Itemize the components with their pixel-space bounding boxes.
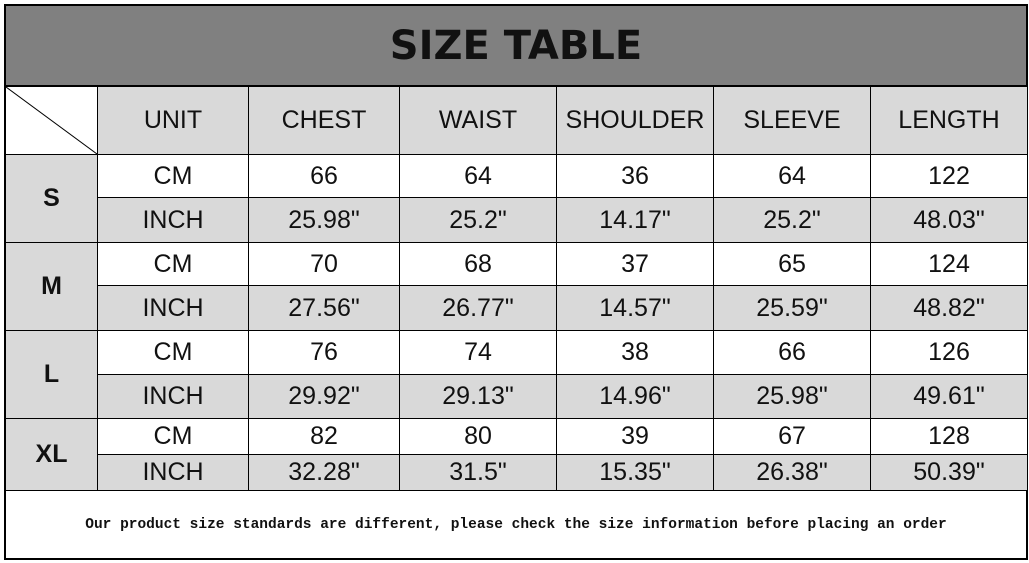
measurement-cell: 66 [248,154,400,198]
measurement-cell: 70 [248,242,400,286]
size-label: XL [5,418,98,491]
measurement-cell: 25.2" [399,197,557,243]
measurement-cell: 27.56" [248,285,400,331]
measurement-cell: 48.82" [870,285,1028,331]
table-row: INCH 29.92" 29.13" 14.96" 25.98" 49.61" [6,374,1028,419]
header-row: UNIT CHEST WAIST SHOULDER SLEEVE LENGTH [5,86,1028,155]
header-waist: WAIST [399,86,557,155]
unit-cell: INCH [97,454,249,491]
measurement-cell: 26.38" [713,454,871,491]
measurement-cell: 64 [399,154,557,198]
measurement-cell: 122 [870,154,1028,198]
measurement-cell: 80 [399,418,557,455]
measurement-cell: 36 [556,154,714,198]
measurement-cell: 128 [870,418,1028,455]
size-label: S [5,154,98,243]
header-length: LENGTH [870,86,1028,155]
corner-cell [5,86,98,155]
measurement-cell: 31.5" [399,454,557,491]
header-unit: UNIT [97,86,249,155]
measurement-cell: 26.77" [399,285,557,331]
header-sleeve: SLEEVE [713,86,871,155]
measurement-cell: 37 [556,242,714,286]
measurement-cell: 49.61" [870,374,1028,419]
measurement-cell: 25.2" [713,197,871,243]
measurement-cell: 50.39" [870,454,1028,491]
table-row: M CM 70 68 37 65 124 [5,242,1028,331]
size-table-frame: SIZE TABLE UNIT CHEST WAIST SHOULDER SLE… [4,4,1028,560]
table-row: INCH 32.28" 31.5" 15.35" 26.38" 50.39" [6,454,1028,491]
table-row: INCH 27.56" 26.77" 14.57" 25.59" 48.82" [6,285,1028,331]
unit-cell: CM [97,154,249,198]
unit-cell: INCH [97,374,249,419]
measurement-cell: 25.98" [248,197,400,243]
table-row: INCH 25.98" 25.2" 14.17" 25.2" 48.03" [6,197,1028,243]
size-label: M [5,242,98,331]
size-table: UNIT CHEST WAIST SHOULDER SLEEVE LENGTH … [5,86,1028,491]
measurement-cell: 64 [713,154,871,198]
unit-cell: CM [97,242,249,286]
measurement-cell: 14.17" [556,197,714,243]
measurement-cell: 32.28" [248,454,400,491]
measurement-cell: 66 [713,330,871,375]
measurement-cell: 29.13" [399,374,557,419]
measurement-cell: 25.98" [713,374,871,419]
measurement-cell: 15.35" [556,454,714,491]
measurement-cell: 126 [870,330,1028,375]
measurement-cell: 68 [399,242,557,286]
measurement-cell: 38 [556,330,714,375]
measurement-cell: 48.03" [870,197,1028,243]
measurement-cell: 74 [399,330,557,375]
table-row: XL CM 82 80 39 67 128 [5,418,1028,491]
measurement-cell: 14.96" [556,374,714,419]
measurement-cell: 25.59" [713,285,871,331]
table-row: S CM 66 64 36 64 122 [5,154,1028,243]
measurement-cell: 39 [556,418,714,455]
measurement-cell: 29.92" [248,374,400,419]
table-title: SIZE TABLE [6,6,1026,86]
measurement-cell: 67 [713,418,871,455]
measurement-cell: 82 [248,418,400,455]
header-shoulder: SHOULDER [556,86,714,155]
unit-cell: INCH [97,285,249,331]
measurement-cell: 76 [248,330,400,375]
unit-cell: CM [97,418,249,455]
unit-cell: INCH [97,197,249,243]
measurement-cell: 124 [870,242,1028,286]
measurement-cell: 65 [713,242,871,286]
size-label: L [5,330,98,419]
header-chest: CHEST [248,86,400,155]
measurement-cell: 14.57" [556,285,714,331]
size-note: Our product size standards are different… [85,517,947,533]
unit-cell: CM [97,330,249,375]
table-row: L CM 76 74 38 66 126 [5,330,1028,419]
